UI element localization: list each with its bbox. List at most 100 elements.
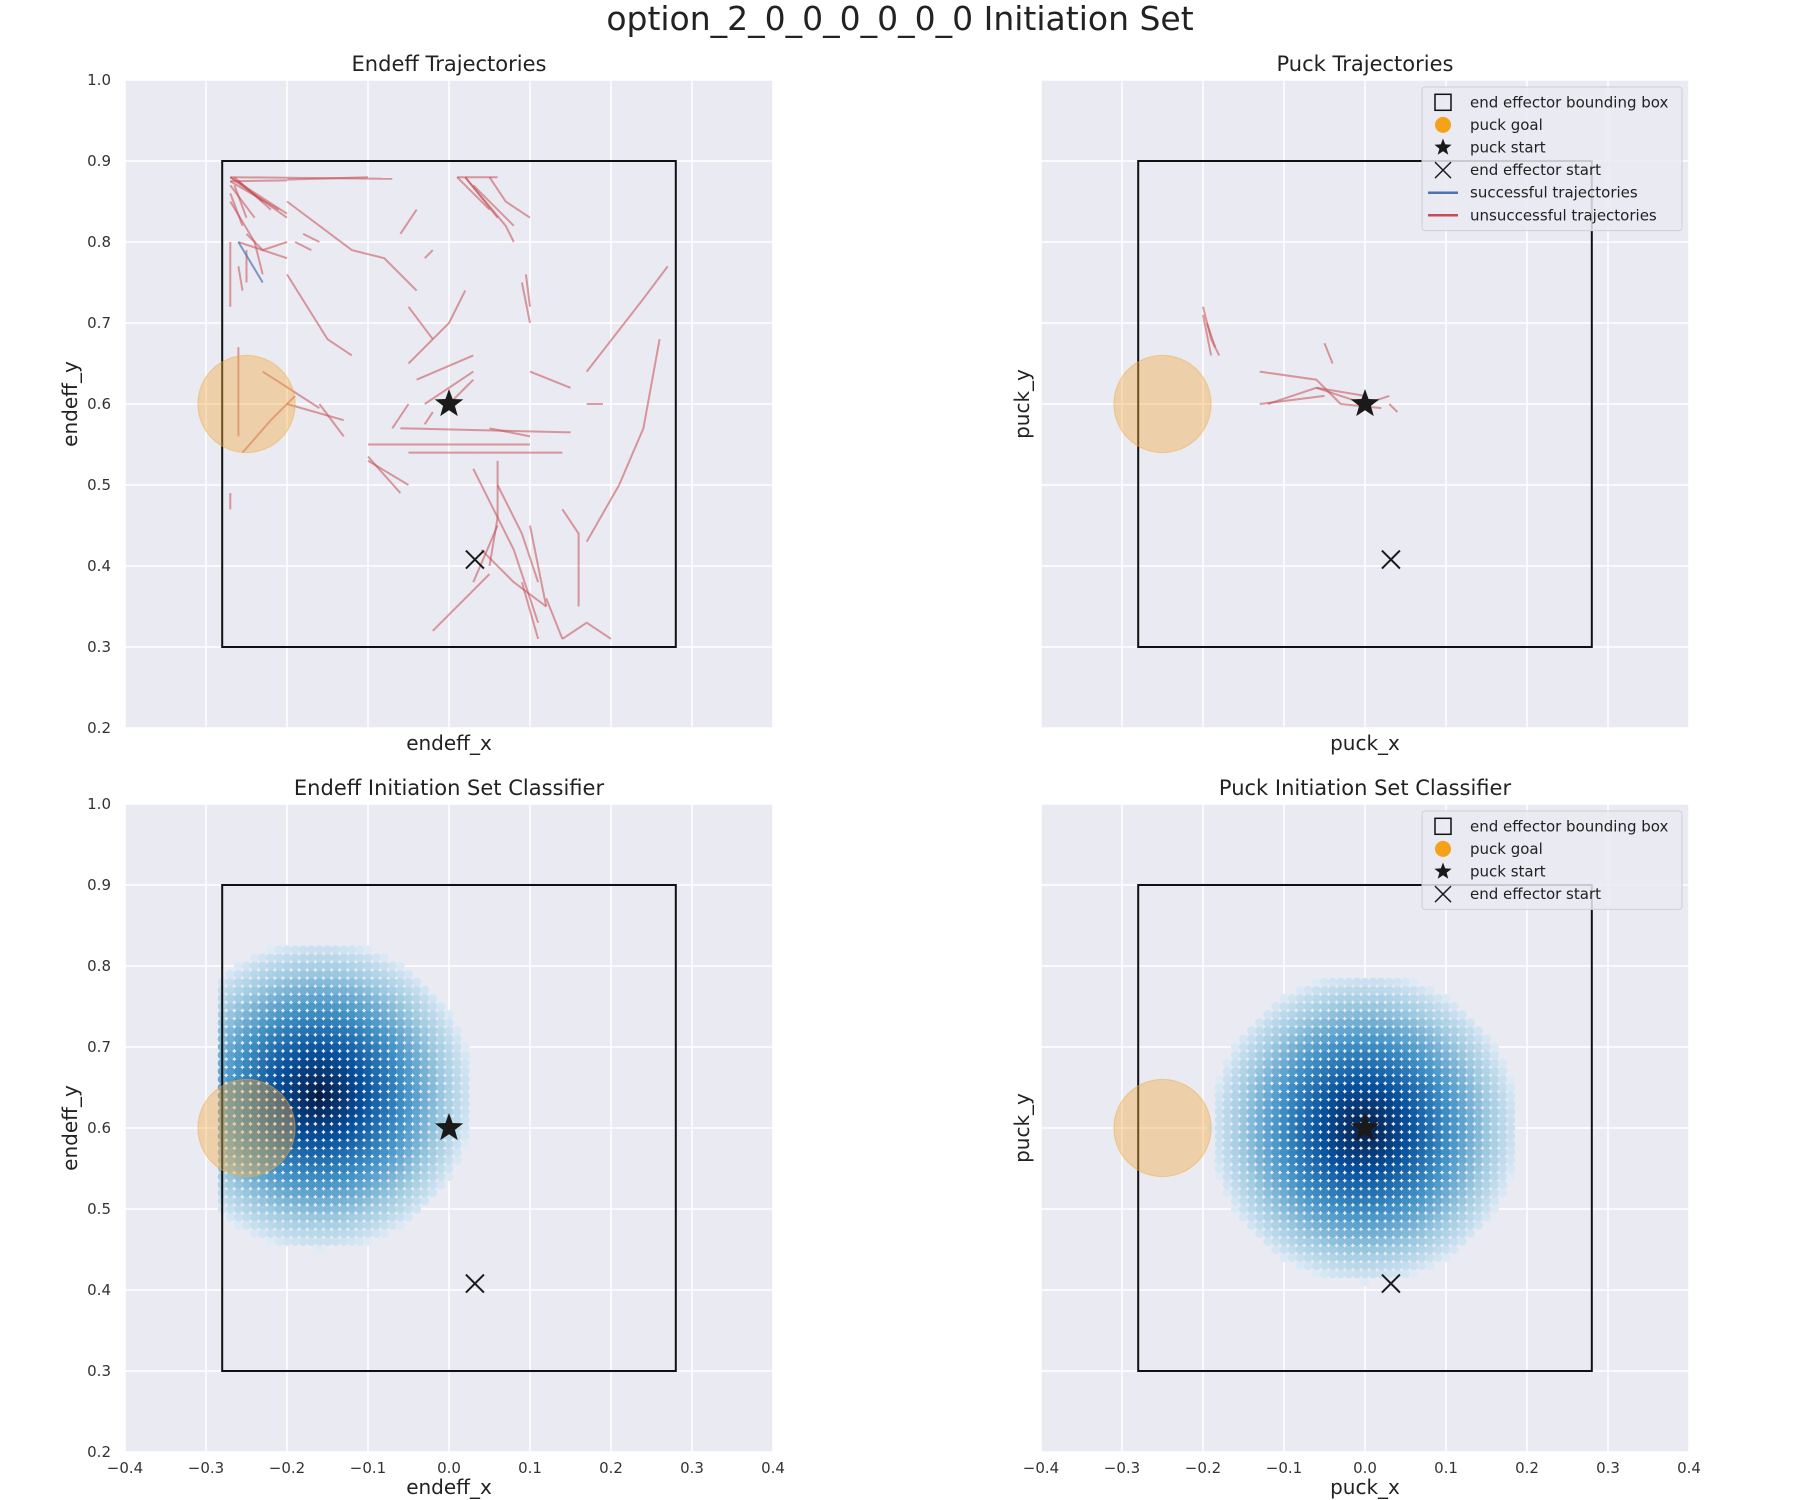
classifier-point [1409,1253,1419,1263]
classifier-point [1368,993,1378,1003]
classifier-point [314,1042,324,1052]
classifier-point [347,1131,357,1141]
classifier-point [404,969,413,979]
classifier-point [274,1050,284,1060]
classifier-point [355,1107,365,1117]
classifier-point [420,1155,430,1165]
classifier-point [250,1058,260,1068]
classifier-point [1222,1139,1232,1149]
classifier-point [1328,1245,1338,1254]
classifier-point [331,1107,341,1117]
classifier-point [395,1139,405,1149]
classifier-point [428,1050,438,1060]
classifier-point [1376,1083,1386,1092]
classifier-point [1384,1196,1394,1206]
classifier-point [250,1002,260,1011]
classifier-point [371,1058,381,1068]
classifier-point [339,1026,349,1036]
classifier-point [1328,1099,1338,1109]
classifier-point [242,1180,251,1190]
classifier-point [1360,985,1370,995]
classifier-point [1417,1245,1427,1254]
classifier-point [282,1139,292,1149]
classifier-point [1287,1058,1297,1068]
classifier-point [1392,1212,1402,1222]
classifier-point [379,1204,389,1214]
classifier-point [404,1050,413,1060]
classifier-point [363,1131,373,1141]
classifier-point [387,1107,397,1117]
classifier-point [1303,1083,1313,1092]
classifier-point [1457,1066,1467,1076]
classifier-point [1344,1147,1354,1157]
classifier-point [404,1115,413,1125]
classifier-point [1279,1034,1289,1044]
classifier-point [1263,1018,1273,1028]
classifier-point [1457,1155,1467,1165]
classifier-point [1449,1010,1459,1020]
classifier-point [314,1228,324,1238]
classifier-point [1425,1050,1435,1060]
classifier-point [1303,1066,1313,1076]
classifier-point [1287,1066,1297,1076]
classifier-point [1425,985,1435,995]
classifier-point [323,969,332,979]
classifier-point [1360,1091,1370,1101]
classifier-point [1311,977,1321,987]
classifier-point [339,1196,349,1206]
classifier-point [1311,985,1321,995]
classifier-point [306,1147,316,1157]
classifier-point [1352,1002,1362,1011]
classifier-point [306,1083,316,1092]
classifier-point [1392,1196,1402,1206]
classifier-point [1401,1058,1410,1068]
classifier-point [1368,1196,1378,1206]
classifier-point [1295,1188,1305,1198]
y-tick-label: 0.4 [87,557,111,575]
puck-start-marker [1350,1113,1380,1141]
classifier-point [1465,1172,1475,1182]
classifier-point [1490,1083,1500,1092]
classifier-point [266,1058,276,1068]
classifier-point [1457,1212,1467,1222]
classifier-point [1465,1107,1475,1117]
classifier-point [420,1002,430,1011]
classifier-point [1482,1058,1491,1068]
classifier-point [1433,1172,1443,1182]
classifier-point [1279,1164,1289,1173]
classifier-point [1409,1220,1419,1230]
classifier-point [323,1058,332,1068]
classifier-point [314,1164,324,1173]
classifier-point [1392,1261,1402,1271]
classifier-point [225,1026,235,1036]
classifier-point [420,1074,430,1084]
y-tick-label: 0.7 [87,314,111,332]
x-tick-label: −0.1 [1266,1459,1302,1477]
classifier-point [339,1010,349,1020]
classifier-point [371,1034,381,1044]
classifier-point [371,1164,381,1173]
classifier-point [387,1058,397,1068]
classifier-point [1417,1253,1427,1263]
classifier-point [1368,1245,1378,1254]
y-axis-label: puck_y [1010,369,1034,439]
classifier-point [266,1220,276,1230]
classifier-point [436,1164,446,1173]
classifier-point [274,1236,284,1246]
classifier-point [1506,1172,1516,1182]
classifier-point [314,1147,324,1157]
classifier-point [355,1066,365,1076]
classifier-point [355,1115,365,1125]
classifier-point [1498,1139,1508,1149]
classifier-point [1255,1196,1265,1206]
classifier-point [1344,1188,1354,1198]
classifier-point [1482,1155,1491,1165]
classifier-point [290,1099,300,1109]
classifier-point [1473,1042,1483,1052]
classifier-point [387,969,397,979]
classifier-point [387,961,397,971]
classifier-point [387,1204,397,1214]
classifier-point [1303,1002,1313,1011]
classifier-point [1457,1074,1467,1084]
classifier-point [266,961,276,971]
